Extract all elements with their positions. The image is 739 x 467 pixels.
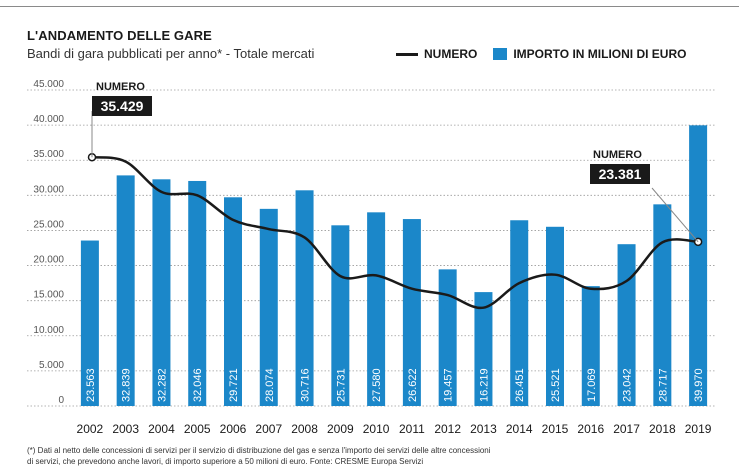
bar-value-label: 28.074 xyxy=(264,368,276,402)
bar xyxy=(80,240,99,406)
bar-value-label: 27.580 xyxy=(371,368,383,402)
x-tick-label: 2005 xyxy=(184,422,211,436)
x-tick-label: 2017 xyxy=(613,422,640,436)
x-tick-label: 2016 xyxy=(577,422,604,436)
bar-value-label: 26.622 xyxy=(407,368,419,402)
callout-end-value: 23.381 xyxy=(599,166,642,182)
y-tick-label: 45.000 xyxy=(33,79,64,90)
x-tick-label: 2010 xyxy=(363,422,390,436)
y-tick-label: 5.000 xyxy=(39,360,64,371)
footnote: (*) Dati al netto delle concessioni di s… xyxy=(27,445,727,467)
bar xyxy=(367,212,386,406)
bar xyxy=(152,179,171,406)
legend-line-swatch xyxy=(396,52,418,56)
top-divider xyxy=(0,6,739,7)
y-tick-label: 20.000 xyxy=(33,255,64,266)
x-tick-label: 2011 xyxy=(399,422,425,436)
bar-value-label: 39.970 xyxy=(693,368,705,402)
bar xyxy=(188,180,207,406)
bar xyxy=(259,208,278,406)
bar-value-label: 32.046 xyxy=(192,368,204,402)
chart-title: L'ANDAMENTO DELLE GARE xyxy=(27,28,212,43)
callout-start-box xyxy=(92,96,152,116)
x-tick-label: 2013 xyxy=(470,422,497,436)
x-tick-label: 2014 xyxy=(506,422,533,436)
footnote-line-1: (*) Dati al netto delle concessioni di s… xyxy=(27,446,491,455)
callout-start-value: 35.429 xyxy=(101,98,144,114)
legend-bar-label: IMPORTO IN MILIONI DI EURO xyxy=(513,47,687,61)
bar-value-label: 25.521 xyxy=(550,368,562,402)
x-tick-label: 2004 xyxy=(148,422,175,436)
bar-value-label: 29.721 xyxy=(228,368,240,402)
bar xyxy=(581,286,600,406)
bar-value-label: 23.042 xyxy=(622,368,634,402)
x-tick-label: 2018 xyxy=(649,422,676,436)
bar xyxy=(510,220,529,406)
x-tick-label: 2006 xyxy=(220,422,247,436)
bar-value-label: 26.451 xyxy=(514,368,526,402)
x-tick-label: 2019 xyxy=(685,422,712,436)
legend: NUMERO IMPORTO IN MILIONI DI EURO xyxy=(396,47,686,61)
bar xyxy=(295,190,314,406)
callout-end-label: NUMERO xyxy=(593,149,642,161)
callout-end-box xyxy=(590,164,650,184)
y-tick-label: 25.000 xyxy=(33,219,64,230)
callout-start-label: NUMERO xyxy=(96,81,145,93)
bar-value-label: 16.219 xyxy=(478,368,490,402)
bar xyxy=(438,269,457,406)
legend-bar-swatch xyxy=(493,48,508,60)
x-tick-label: 2015 xyxy=(542,422,569,436)
bar-value-label: 30.716 xyxy=(300,368,312,402)
bar-value-label: 25.731 xyxy=(335,368,347,402)
bar-value-label: 19.457 xyxy=(443,368,455,402)
bar xyxy=(331,225,350,406)
bar xyxy=(402,219,421,406)
x-tick-label: 2002 xyxy=(77,422,104,436)
bar-value-label: 28.717 xyxy=(657,368,669,402)
x-tick-label: 2008 xyxy=(291,422,318,436)
x-tick-label: 2012 xyxy=(434,422,461,436)
y-tick-label: 0 xyxy=(58,395,64,406)
bar-value-label: 32.282 xyxy=(156,368,168,402)
bar-value-label: 32.839 xyxy=(121,368,133,402)
footnote-line-2: di servizi, che prevedono anche lavori, … xyxy=(27,457,424,466)
y-tick-label: 40.000 xyxy=(33,114,64,125)
x-tick-label: 2007 xyxy=(255,422,282,436)
bar xyxy=(689,125,708,406)
bar xyxy=(224,197,242,406)
bar xyxy=(474,292,493,406)
legend-line-label: NUMERO xyxy=(424,47,478,61)
y-tick-label: 35.000 xyxy=(33,149,64,160)
bar xyxy=(653,204,672,406)
bar xyxy=(116,175,135,406)
x-tick-label: 2003 xyxy=(112,422,139,436)
y-tick-label: 10.000 xyxy=(33,325,64,336)
bar xyxy=(546,226,564,406)
callout-leader-end xyxy=(651,187,699,243)
bar-value-label: 17.069 xyxy=(586,368,598,402)
series-line xyxy=(91,155,699,310)
y-tick-label: 15.000 xyxy=(33,290,64,301)
x-tick-label: 2009 xyxy=(327,422,354,436)
y-tick-label: 30.000 xyxy=(33,184,64,195)
chart-subtitle: Bandi di gara pubblicati per anno* - Tot… xyxy=(27,46,315,61)
bar-value-label: 23.563 xyxy=(85,368,97,402)
